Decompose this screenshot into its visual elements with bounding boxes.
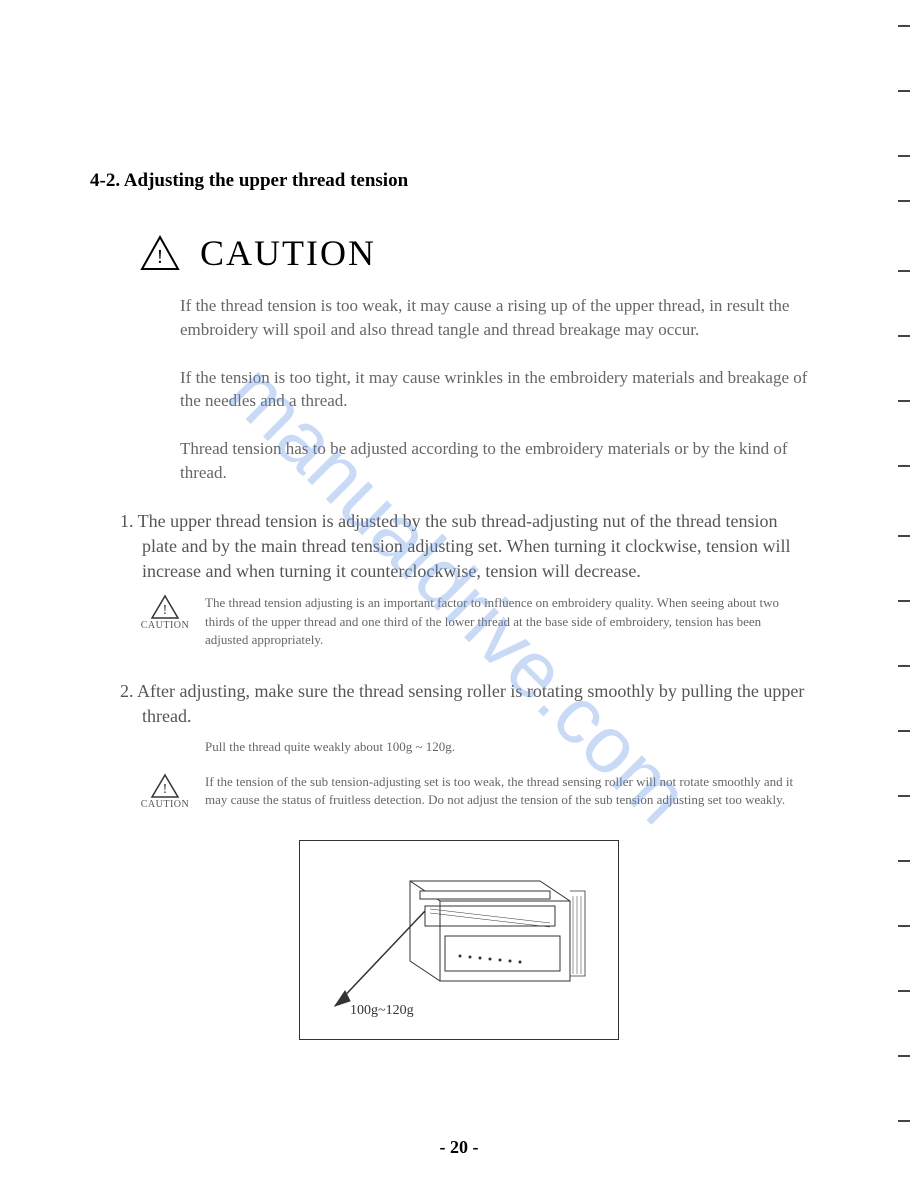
edge-mark bbox=[898, 1120, 910, 1122]
edge-mark bbox=[898, 270, 910, 272]
small-caution-text-1: The thread tension adjusting is an impor… bbox=[205, 594, 798, 649]
caution-body: If the thread tension is too weak, it ma… bbox=[180, 294, 808, 485]
edge-mark bbox=[898, 25, 910, 27]
small-caution-1: ! CAUTION The thread tension adjusting i… bbox=[140, 594, 798, 649]
section-heading: 4-2. Adjusting the upper thread tension bbox=[90, 170, 828, 192]
small-caution-label-1: CAUTION bbox=[141, 620, 190, 631]
diagram-box: 100g~120g bbox=[299, 840, 619, 1040]
edge-mark bbox=[898, 335, 910, 337]
diagram-container: 100g~120g bbox=[90, 840, 828, 1040]
edge-mark bbox=[898, 925, 910, 927]
edge-mark bbox=[898, 465, 910, 467]
caution-para-3: Thread tension has to be adjusted accord… bbox=[180, 437, 808, 485]
caution-triangle-small-icon-2: ! bbox=[150, 773, 180, 799]
numbered-item-1: 1. The upper thread tension is adjusted … bbox=[98, 509, 808, 585]
section-number: 4-2. bbox=[90, 170, 120, 191]
svg-text:!: ! bbox=[163, 782, 168, 797]
caution-para-1: If the thread tension is too weak, it ma… bbox=[180, 294, 808, 342]
edge-mark bbox=[898, 400, 910, 402]
edge-mark bbox=[898, 600, 910, 602]
edge-mark bbox=[898, 795, 910, 797]
edge-mark bbox=[898, 665, 910, 667]
svg-text:!: ! bbox=[163, 603, 168, 618]
edge-mark bbox=[898, 200, 910, 202]
caution-header: ! CAUTION bbox=[140, 232, 828, 274]
caution-para-2: If the tension is too tight, it may caus… bbox=[180, 366, 808, 414]
caution-triangle-icon: ! bbox=[140, 235, 180, 271]
numbered-item-2: 2. After adjusting, make sure the thread… bbox=[98, 679, 808, 729]
caution-triangle-small-icon: ! bbox=[150, 594, 180, 620]
small-caution-label-2: CAUTION bbox=[141, 799, 190, 810]
page-number: - 20 - bbox=[440, 1137, 479, 1158]
small-caution-icon-group: ! CAUTION bbox=[140, 594, 190, 631]
diagram-label: 100g~120g bbox=[350, 1003, 414, 1019]
small-caution-2: ! CAUTION If the tension of the sub tens… bbox=[140, 773, 798, 810]
edge-mark bbox=[898, 1055, 910, 1057]
edge-mark bbox=[898, 860, 910, 862]
small-caution-text-2: If the tension of the sub tension-adjust… bbox=[205, 773, 798, 809]
small-caution-icon-group-2: ! CAUTION bbox=[140, 773, 190, 810]
pull-note: Pull the thread quite weakly about 100g … bbox=[205, 739, 828, 755]
edge-mark bbox=[898, 155, 910, 157]
edge-mark bbox=[898, 730, 910, 732]
edge-mark bbox=[898, 90, 910, 92]
edge-mark bbox=[898, 990, 910, 992]
svg-text:!: ! bbox=[157, 246, 164, 268]
caution-title: CAUTION bbox=[200, 232, 376, 274]
edge-mark bbox=[898, 535, 910, 537]
section-title: Adjusting the upper thread tension bbox=[124, 170, 408, 191]
